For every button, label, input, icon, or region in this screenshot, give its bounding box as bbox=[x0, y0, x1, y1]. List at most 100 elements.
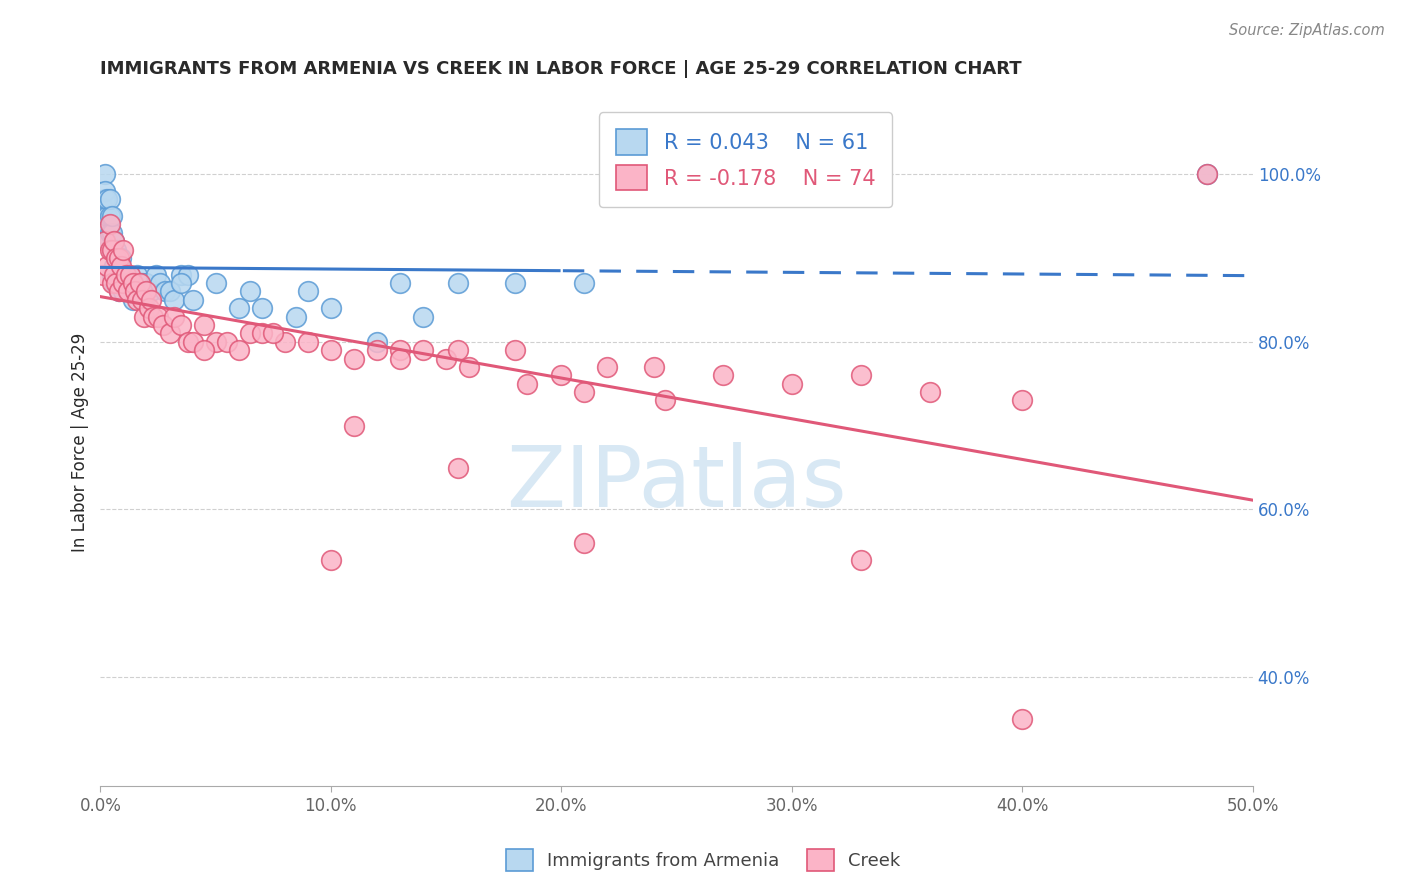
Point bbox=[711, 368, 734, 383]
Text: IMMIGRANTS FROM ARMENIA VS CREEK IN LABOR FORCE | AGE 25-29 CORRELATION CHART: IMMIGRANTS FROM ARMENIA VS CREEK IN LABO… bbox=[100, 60, 1022, 78]
Point bbox=[1011, 393, 1033, 408]
Point bbox=[105, 243, 128, 257]
Point bbox=[159, 285, 181, 299]
Point bbox=[1195, 167, 1218, 181]
Point bbox=[101, 243, 124, 257]
Point bbox=[193, 318, 215, 332]
Point bbox=[101, 243, 124, 257]
Point bbox=[128, 276, 150, 290]
Point bbox=[516, 376, 538, 391]
Point bbox=[228, 343, 250, 358]
Point bbox=[101, 226, 124, 240]
Point bbox=[574, 276, 596, 290]
Point bbox=[654, 393, 676, 408]
Point bbox=[117, 285, 139, 299]
Point bbox=[101, 209, 124, 223]
Point bbox=[274, 334, 297, 349]
Y-axis label: In Labor Force | Age 25-29: In Labor Force | Age 25-29 bbox=[72, 333, 89, 552]
Point bbox=[412, 310, 434, 324]
Point bbox=[163, 310, 186, 324]
Point bbox=[96, 234, 118, 248]
Point bbox=[112, 243, 135, 257]
Point bbox=[103, 234, 125, 248]
Point bbox=[250, 326, 273, 341]
Point bbox=[446, 460, 468, 475]
Point bbox=[412, 343, 434, 358]
Point bbox=[110, 276, 132, 290]
Point bbox=[94, 234, 117, 248]
Point bbox=[849, 553, 872, 567]
Point bbox=[434, 351, 457, 366]
Point bbox=[101, 276, 124, 290]
Point bbox=[103, 234, 125, 248]
Point bbox=[228, 301, 250, 316]
Point bbox=[170, 318, 193, 332]
Point bbox=[159, 326, 181, 341]
Point bbox=[297, 334, 319, 349]
Point bbox=[145, 268, 167, 282]
Point bbox=[105, 268, 128, 282]
Point bbox=[177, 334, 200, 349]
Point bbox=[366, 343, 388, 358]
Point bbox=[550, 368, 572, 383]
Point bbox=[98, 192, 121, 206]
Point bbox=[110, 251, 132, 265]
Point bbox=[114, 276, 136, 290]
Point bbox=[107, 251, 129, 265]
Text: Source: ZipAtlas.com: Source: ZipAtlas.com bbox=[1229, 23, 1385, 38]
Point bbox=[134, 293, 156, 307]
Point bbox=[153, 285, 176, 299]
Legend: Immigrants from Armenia, Creek: Immigrants from Armenia, Creek bbox=[499, 842, 907, 879]
Point bbox=[128, 285, 150, 299]
Point bbox=[146, 310, 169, 324]
Point bbox=[319, 301, 342, 316]
Point bbox=[105, 276, 128, 290]
Point bbox=[127, 268, 149, 282]
Point bbox=[98, 209, 121, 223]
Point bbox=[446, 276, 468, 290]
Point bbox=[343, 351, 366, 366]
Point bbox=[193, 343, 215, 358]
Point bbox=[163, 293, 186, 307]
Legend: R = 0.043    N = 61, R = -0.178    N = 74: R = 0.043 N = 61, R = -0.178 N = 74 bbox=[599, 112, 893, 207]
Point bbox=[239, 326, 262, 341]
Point bbox=[131, 276, 153, 290]
Point bbox=[204, 276, 226, 290]
Point bbox=[177, 268, 200, 282]
Point bbox=[103, 260, 125, 274]
Point bbox=[204, 334, 226, 349]
Point bbox=[135, 285, 157, 299]
Point bbox=[181, 334, 204, 349]
Point bbox=[446, 343, 468, 358]
Point bbox=[98, 226, 121, 240]
Point bbox=[170, 268, 193, 282]
Point bbox=[1195, 167, 1218, 181]
Point bbox=[117, 268, 139, 282]
Point bbox=[239, 285, 262, 299]
Point bbox=[139, 285, 162, 299]
Point bbox=[94, 192, 117, 206]
Point bbox=[94, 167, 117, 181]
Point bbox=[285, 310, 308, 324]
Point bbox=[103, 276, 125, 290]
Point bbox=[388, 343, 411, 358]
Point bbox=[98, 218, 121, 232]
Text: ZIPatlas: ZIPatlas bbox=[506, 442, 846, 525]
Point bbox=[343, 418, 366, 433]
Point bbox=[503, 276, 526, 290]
Point bbox=[217, 334, 239, 349]
Point bbox=[96, 192, 118, 206]
Point bbox=[388, 351, 411, 366]
Point bbox=[596, 359, 619, 374]
Point bbox=[117, 285, 139, 299]
Point bbox=[920, 385, 942, 400]
Point bbox=[181, 293, 204, 307]
Point bbox=[107, 285, 129, 299]
Point bbox=[112, 285, 135, 299]
Point bbox=[114, 268, 136, 282]
Point bbox=[120, 268, 142, 282]
Point bbox=[110, 260, 132, 274]
Point bbox=[388, 276, 411, 290]
Point bbox=[134, 310, 156, 324]
Point bbox=[105, 251, 128, 265]
